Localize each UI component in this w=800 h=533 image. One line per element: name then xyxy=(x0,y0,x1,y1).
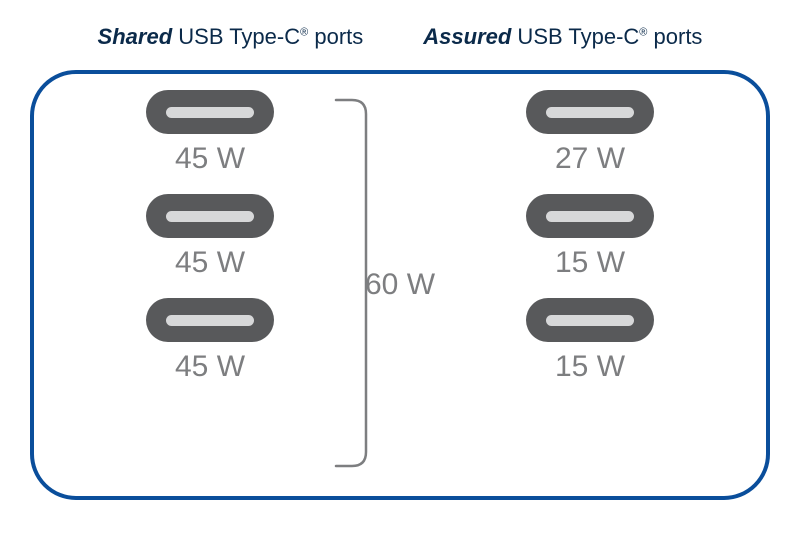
shared-port-3-watts: 45 W xyxy=(175,350,245,384)
header-shared-prefix: Shared xyxy=(98,24,173,49)
assured-port-2-watts: 15 W xyxy=(555,246,625,280)
shared-port-2: 45 W xyxy=(146,194,274,280)
port-columns: 45 W 45 W 45 W 60 W 27 W xyxy=(0,90,800,510)
shared-total-watts: 60 W xyxy=(365,268,435,302)
shared-port-1-watts: 45 W xyxy=(175,142,245,176)
usb-c-slot-icon xyxy=(166,211,254,222)
assured-port-3: 15 W xyxy=(526,298,654,384)
usb-c-port-icon xyxy=(146,90,274,134)
assured-port-2: 15 W xyxy=(526,194,654,280)
shared-port-2-watts: 45 W xyxy=(175,246,245,280)
usb-c-port-icon xyxy=(146,298,274,342)
header-assured: Assured USB Type-C® ports xyxy=(423,24,702,50)
usb-c-slot-icon xyxy=(546,211,634,222)
header-assured-prefix: Assured xyxy=(423,24,511,49)
assured-port-1-watts: 27 W xyxy=(555,142,625,176)
usb-c-port-icon xyxy=(526,194,654,238)
header-shared: Shared USB Type-C® ports xyxy=(98,24,364,50)
shared-port-3: 45 W xyxy=(146,298,274,384)
assured-port-1: 27 W xyxy=(526,90,654,176)
header-shared-suffix: ports xyxy=(308,24,363,49)
shared-bracket-area: 60 W xyxy=(340,90,460,480)
usb-c-port-icon xyxy=(146,194,274,238)
assured-port-3-watts: 15 W xyxy=(555,350,625,384)
bracket-icon xyxy=(334,98,368,468)
headers-row: Shared USB Type-C® ports Assured USB Typ… xyxy=(0,24,800,50)
shared-port-1: 45 W xyxy=(146,90,274,176)
usb-c-slot-icon xyxy=(546,107,634,118)
header-assured-rest: USB Type-C xyxy=(511,24,639,49)
diagram-canvas: Shared USB Type-C® ports Assured USB Typ… xyxy=(0,0,800,533)
usb-c-port-icon xyxy=(526,298,654,342)
usb-c-slot-icon xyxy=(166,107,254,118)
shared-column: 45 W 45 W 45 W xyxy=(90,90,330,402)
header-assured-suffix: ports xyxy=(647,24,702,49)
usb-c-port-icon xyxy=(526,90,654,134)
assured-column: 27 W 15 W 15 W xyxy=(470,90,710,402)
usb-c-slot-icon xyxy=(166,315,254,326)
usb-c-slot-icon xyxy=(546,315,634,326)
header-shared-rest: USB Type-C xyxy=(172,24,300,49)
